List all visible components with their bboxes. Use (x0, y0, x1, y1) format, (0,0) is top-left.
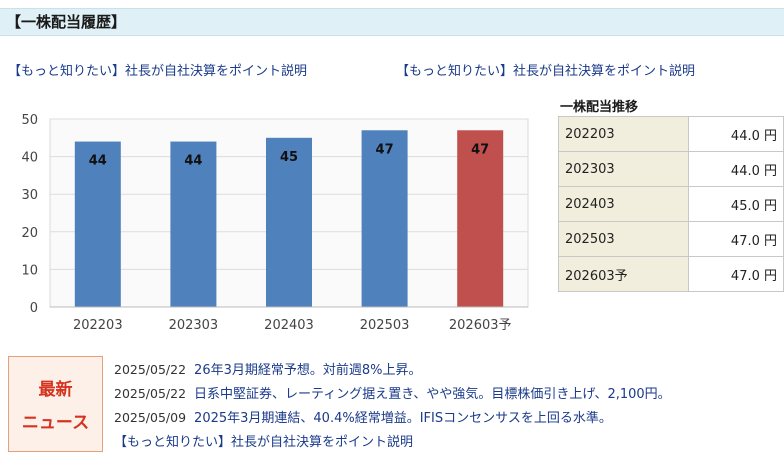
period-cell: 202203 (558, 116, 689, 152)
y-tick-label: 50 (21, 113, 38, 128)
news-date: 2025/05/22 (114, 362, 187, 377)
news-link[interactable]: 【もっと知りたい】社長が自社決算をポイント説明 (114, 435, 414, 450)
period-cell: 202603予 (558, 256, 689, 292)
amount-cell: 45.0 円 (688, 186, 784, 222)
news-date: 2025/05/09 (114, 410, 187, 425)
bar (74, 141, 121, 307)
amount-cell: 44.0 円 (688, 116, 784, 152)
x-tick-label: 202503 (360, 318, 410, 333)
bar (361, 130, 408, 307)
period-cell: 202403 (558, 186, 689, 222)
y-tick-label: 10 (21, 263, 38, 278)
x-tick-label: 202203 (73, 318, 123, 333)
data-label: 47 (471, 142, 489, 157)
table-row: 202503 47.0 円 (558, 221, 784, 257)
news-link[interactable]: 2025年3月期連結、40.4%経常増益。IFISコンセンサスを上回る水準。 (194, 411, 612, 426)
news-item: 2025/05/22 26年3月期経常予想。対前週8%上昇。 (114, 362, 671, 386)
news-badge-line1: 最新 (38, 380, 73, 400)
amount-cell: 47.0 円 (688, 221, 784, 257)
news-link[interactable]: 日系中堅証券、レーティング据え置き、やや強気。目標株価引き上げ、2,100円。 (194, 387, 671, 402)
bar (170, 141, 217, 307)
table-row: 202403 45.0 円 (558, 186, 784, 222)
period-cell: 202503 (558, 221, 689, 257)
news-link[interactable]: 26年3月期経常予想。対前週8%上昇。 (194, 363, 422, 378)
y-tick-label: 0 (30, 301, 38, 316)
news-item: 2025/05/22 日系中堅証券、レーティング据え置き、やや強気。目標株価引き上… (114, 386, 671, 410)
data-label: 45 (280, 150, 298, 165)
dividend-table-title: 一株配当推移 (560, 100, 639, 115)
section-title: 【一株配当履歴】 (0, 8, 784, 36)
bar (457, 130, 504, 307)
data-label: 44 (89, 154, 107, 169)
table-row: 202203 44.0 円 (558, 116, 784, 152)
table-row: 202603予 47.0 円 (558, 256, 784, 292)
y-tick-label: 30 (21, 188, 38, 203)
news-badge-line2: ニュース (21, 413, 90, 433)
bar (266, 137, 312, 307)
explainer-link-2[interactable]: 【もっと知りたい】社長が自社決算をポイント説明 (396, 64, 696, 79)
latest-news-badge: 最新 ニュース (8, 356, 103, 452)
y-tick-label: 40 (21, 151, 38, 166)
table-row: 202303 44.0 円 (558, 151, 784, 187)
amount-cell: 47.0 円 (688, 256, 784, 292)
explainer-link-1[interactable]: 【もっと知りたい】社長が自社決算をポイント説明 (8, 64, 308, 79)
data-label: 44 (184, 154, 202, 169)
x-tick-label: 202303 (169, 318, 219, 333)
news-item: 【もっと知りたい】社長が自社決算をポイント説明 (114, 434, 671, 458)
news-list: 2025/05/22 26年3月期経常予想。対前週8%上昇。 2025/05/22… (114, 362, 671, 458)
amount-cell: 44.0 円 (688, 151, 784, 187)
dividend-bar-chart: 0 10 20 30 40 50 44 202203 44 202303 45 202403 47 202… (21, 113, 529, 333)
x-tick-label: 202603予 (449, 318, 512, 333)
dividend-table: 202203 44.0 円 202303 44.0 円 202403 45.0 … (558, 116, 784, 292)
news-date: 2025/05/22 (114, 386, 187, 401)
data-label: 47 (376, 142, 394, 157)
y-tick-label: 20 (21, 226, 38, 241)
news-item: 2025/05/09 2025年3月期連結、40.4%経常増益。IFISコンセンサ… (114, 410, 671, 434)
x-tick-label: 202403 (264, 318, 314, 333)
period-cell: 202303 (558, 151, 689, 187)
